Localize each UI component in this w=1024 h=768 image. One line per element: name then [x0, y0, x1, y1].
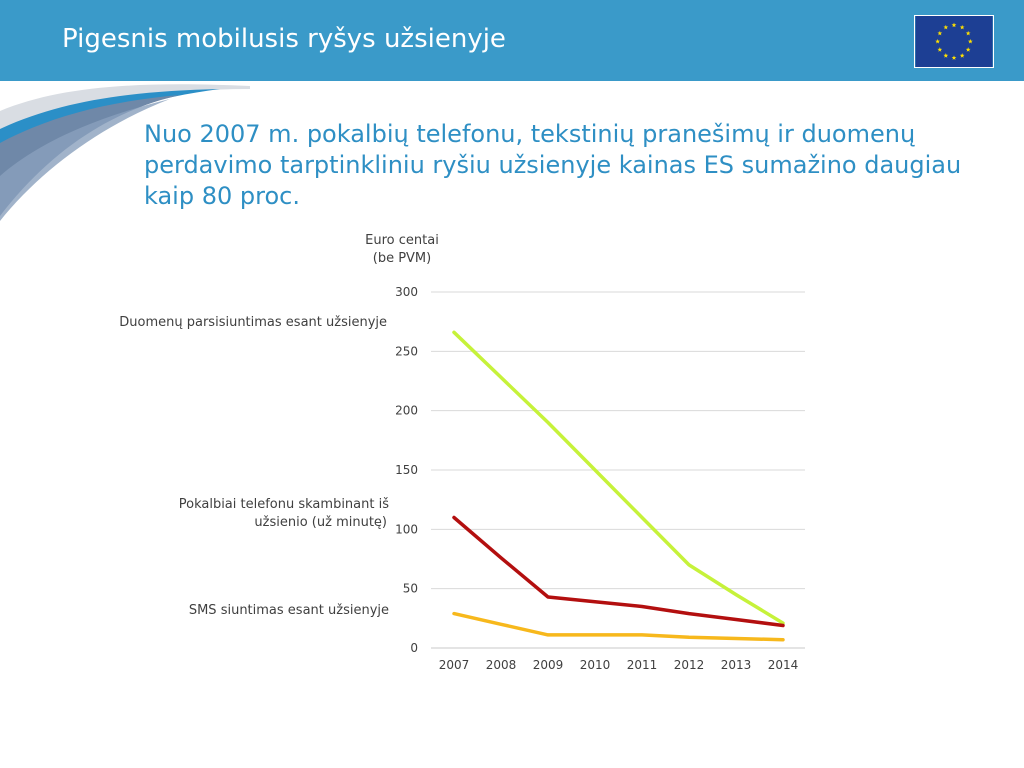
eu-star-icon — [965, 30, 971, 36]
series-line-data — [452, 330, 785, 625]
series-lines — [452, 330, 785, 642]
grid-lines — [431, 291, 805, 590]
x-tick-label: 2014 — [768, 658, 799, 672]
y-tick-label: 50 — [403, 582, 418, 596]
page-title: Pigesnis mobilusis ryšys užsienyje — [62, 24, 506, 54]
subtitle: Nuo 2007 m. pokalbių telefonu, tekstinių… — [144, 120, 962, 210]
eu-star-icon — [951, 55, 957, 60]
label-calls-series-line2: užsienio (už minutę) — [254, 515, 387, 530]
x-tick-label: 2012 — [674, 658, 705, 672]
label-calls-series-line1: Pokalbiai telefonu skambinant iš — [179, 497, 389, 512]
x-tick-label: 2009 — [533, 658, 564, 672]
series-line-calls — [452, 515, 785, 628]
eu-star-icon — [959, 53, 965, 58]
header-bar — [0, 0, 1024, 81]
y-axis-title-line1: Euro centai — [365, 233, 439, 248]
y-tick-label: 250 — [395, 344, 418, 358]
eu-star-icon — [959, 24, 965, 30]
x-tick-label: 2007 — [439, 658, 470, 672]
eu-star-icon — [937, 47, 943, 52]
label-sms-series: SMS siuntimas esant užsienyje — [189, 603, 389, 618]
eu-star-icon — [965, 47, 971, 52]
decorative-swoosh — [0, 84, 250, 221]
x-axis-ticks: 2007 2008 2009 2010 2011 2012 2013 2014 — [439, 658, 799, 672]
y-axis-ticks: 0 50 100 150 200 250 300 — [395, 285, 418, 655]
y-tick-label: 0 — [410, 641, 418, 655]
eu-star-icon — [967, 38, 973, 44]
y-tick-label: 200 — [395, 404, 418, 418]
eu-star-icon — [943, 24, 949, 30]
eu-star-icon — [951, 22, 957, 28]
y-axis-title-line2: (be PVM) — [373, 251, 431, 266]
y-tick-label: 300 — [395, 285, 418, 299]
x-tick-label: 2011 — [627, 658, 658, 672]
x-tick-label: 2008 — [486, 658, 517, 672]
x-tick-label: 2010 — [580, 658, 611, 672]
eu-star-icon — [937, 30, 943, 36]
series-line-sms — [452, 611, 785, 642]
y-tick-label: 150 — [395, 463, 418, 477]
eu-flag-icon — [914, 15, 994, 68]
y-tick-label: 100 — [395, 522, 418, 536]
x-tick-label: 2013 — [721, 658, 752, 672]
label-data-series: Duomenų parsisiuntimas esant užsienyje — [119, 315, 387, 330]
eu-star-icon — [935, 38, 941, 44]
eu-star-icon — [943, 53, 949, 58]
